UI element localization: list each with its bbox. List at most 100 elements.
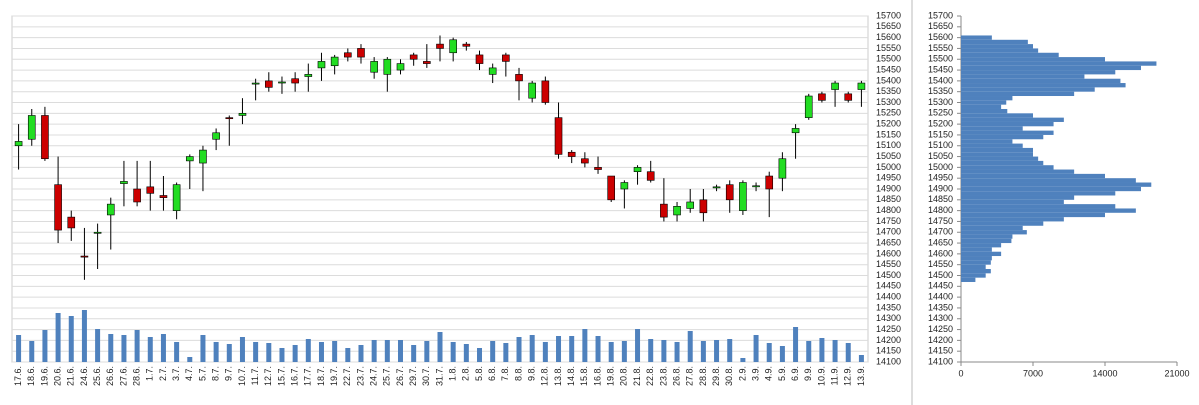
x-tick-label: 16.7. (290, 366, 300, 386)
volume-bar (95, 329, 101, 362)
y-tick-label: 15100 (876, 140, 901, 150)
candle-body (27, 115, 36, 140)
candle-body (159, 195, 168, 198)
x-tick-label: 6.8. (487, 366, 497, 381)
candle-body (317, 61, 326, 69)
profile-bar (961, 208, 1136, 213)
x-tick-label: 27.6. (118, 366, 128, 386)
candle-body (646, 171, 655, 181)
x-tick-label: 4.7. (184, 366, 194, 381)
x-tick-label: 21000 (1164, 368, 1189, 378)
profile-bar (961, 61, 1157, 66)
y-tick-label: 14500 (876, 270, 901, 280)
candle-body (370, 61, 378, 73)
x-tick-label: 9.7. (224, 366, 234, 381)
x-tick-label: 21.8. (632, 366, 642, 386)
volume-bar (648, 339, 654, 362)
candle-body (225, 117, 234, 120)
x-tick-label: 21.6. (66, 366, 76, 386)
candle-body (449, 39, 457, 54)
y-tick-label: 15250 (928, 108, 953, 118)
profile-bar (961, 100, 1007, 105)
volume-bar (608, 342, 614, 362)
profile-bar (961, 108, 1008, 114)
x-tick-label: 0 (958, 368, 963, 378)
x-tick-label: 15.8. (579, 366, 589, 386)
profile-bar (961, 96, 1013, 101)
volume-bar (556, 336, 562, 362)
y-tick-label: 14700 (876, 227, 901, 237)
x-tick-label: 20.6. (52, 366, 62, 386)
candle-body (106, 203, 115, 216)
x-tick-label: 24.6. (79, 366, 89, 386)
profile-bar (961, 260, 991, 265)
x-tick-label: 29.8. (711, 366, 721, 386)
candle-body (857, 82, 866, 90)
x-tick-label: 27.8. (685, 366, 695, 386)
profile-bar (961, 57, 1105, 62)
volume-bar (397, 340, 403, 362)
x-tick-label: 18.7. (316, 366, 326, 386)
volume-bar (832, 340, 838, 362)
y-tick-label: 14850 (876, 194, 901, 204)
candle-body (528, 82, 536, 99)
y-tick-label: 14750 (928, 216, 953, 226)
volume-bar (700, 341, 706, 362)
volume-bar (490, 341, 496, 362)
candle-body (238, 113, 247, 116)
profile-bar (961, 234, 1013, 239)
y-tick-label: 14450 (928, 281, 953, 291)
y-tick-label: 15500 (928, 54, 953, 64)
candle-body (133, 188, 141, 203)
profile-bar (961, 134, 1044, 140)
x-tick-label: 7000 (1023, 368, 1043, 378)
volume-bar (134, 330, 140, 362)
x-tick-label: 3.7. (171, 366, 181, 381)
x-tick-label: 8.8. (513, 366, 523, 381)
x-tick-label: 5.8. (474, 366, 484, 381)
x-tick-label: 10.9. (816, 366, 826, 386)
profile-bar (961, 83, 1126, 88)
candle-body (54, 184, 62, 231)
y-tick-label: 15350 (928, 86, 953, 96)
candle-body (567, 151, 576, 157)
profile-bar (961, 269, 991, 274)
y-tick-label: 15200 (876, 119, 901, 129)
x-tick-label: 30.8. (724, 366, 734, 386)
y-tick-label: 14200 (876, 335, 901, 345)
profile-bar (961, 273, 986, 278)
candle-body (185, 156, 194, 162)
profile-bar (961, 256, 992, 261)
candle-body (831, 82, 839, 90)
x-tick-label: 4.9. (764, 366, 774, 381)
volume-bar (503, 343, 509, 362)
y-tick-label: 14550 (876, 259, 901, 269)
volume-bar (674, 342, 680, 362)
volume-bar (661, 340, 667, 362)
y-tick-label: 14800 (876, 205, 901, 215)
x-tick-label: 14000 (1092, 368, 1117, 378)
candle-body (739, 182, 747, 211)
profile-bar (961, 191, 1116, 196)
x-tick-label: 9.9. (803, 366, 813, 381)
y-tick-label: 14500 (928, 270, 953, 280)
x-tick-label: 11.7. (250, 366, 260, 385)
x-tick-label: 12.8. (540, 366, 550, 386)
volume-bar (55, 313, 61, 362)
x-tick-label: 31.7. (434, 366, 444, 386)
candle-body (581, 158, 589, 164)
candle-body (423, 61, 431, 64)
x-tick-label: 13.8. (553, 366, 563, 386)
x-tick-label: 26.7. (395, 366, 405, 386)
x-tick-label: 3.9. (750, 366, 760, 381)
candle-body (633, 167, 642, 172)
candle-body (291, 78, 299, 84)
y-tick-label: 15250 (876, 108, 901, 118)
y-tick-label: 14200 (928, 335, 953, 345)
x-tick-label: 22.8. (645, 366, 655, 386)
candle-body (686, 201, 695, 209)
candle-body (120, 181, 128, 184)
profile-bar (961, 130, 1054, 135)
candle-body (172, 184, 181, 211)
profile-bar (961, 169, 1075, 174)
